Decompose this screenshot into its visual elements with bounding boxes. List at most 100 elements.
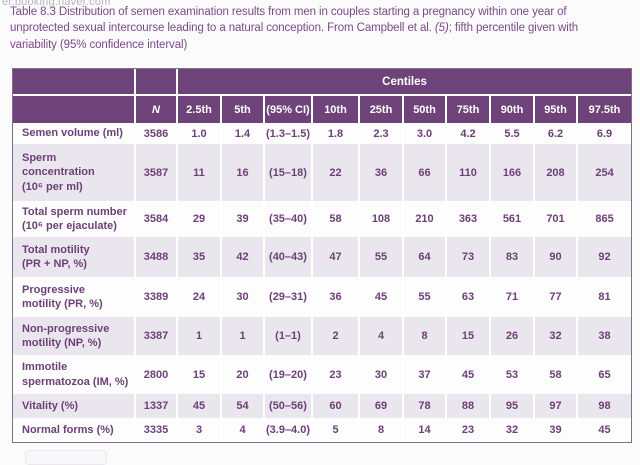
table-caption: Table 8.3 Distribution of semen examinat… xyxy=(10,4,624,53)
value-cell: 97 xyxy=(533,394,576,418)
value-cell: 36 xyxy=(358,144,402,201)
value-cell: 16 xyxy=(220,144,263,201)
column-header: 95th xyxy=(533,96,576,123)
n-cell: 3389 xyxy=(134,277,176,317)
column-header: 25th xyxy=(358,96,402,123)
value-cell: 3.0 xyxy=(402,123,445,144)
value-cell: 3 xyxy=(176,418,220,442)
row-label-cell: Total sperm number (10⁶ per ejaculate) xyxy=(13,201,134,237)
value-cell: 1 xyxy=(220,317,263,355)
value-cell: 14 xyxy=(402,418,445,442)
centiles-group-header: Centiles xyxy=(176,69,632,96)
value-cell: (35–40) xyxy=(263,201,311,237)
n-cell: 3584 xyxy=(134,201,176,237)
value-cell: (3.9–4.0) xyxy=(263,418,311,442)
value-cell: 11 xyxy=(176,144,220,201)
n-cell: 3587 xyxy=(134,144,176,201)
value-cell: 26 xyxy=(489,317,533,355)
value-cell: 38 xyxy=(576,317,632,355)
value-cell: 865 xyxy=(576,201,632,237)
n-cell: 3488 xyxy=(134,237,176,277)
value-cell: 58 xyxy=(533,355,576,394)
value-cell: 64 xyxy=(402,237,445,277)
value-cell: 6.9 xyxy=(576,123,632,144)
table-row: Total motility (PR + NP, %) 3488 35 42 (40–4… xyxy=(13,237,632,277)
value-cell: 47 xyxy=(311,237,358,277)
table-row: Progressive motility (PR, %) 3389 24 30 (29–… xyxy=(13,277,632,317)
value-cell: (1–1) xyxy=(263,317,311,355)
column-header: 97.5th xyxy=(576,96,632,123)
value-cell: 60 xyxy=(311,394,358,418)
value-cell: 88 xyxy=(445,394,489,418)
value-cell: 65 xyxy=(576,355,632,394)
value-cell: 42 xyxy=(220,237,263,277)
value-cell: 55 xyxy=(358,237,402,277)
value-cell: 32 xyxy=(489,418,533,442)
value-cell: 6.2 xyxy=(533,123,576,144)
n-cell: 1337 xyxy=(134,394,176,418)
column-header: 75th xyxy=(445,96,489,123)
value-cell: 208 xyxy=(533,144,576,201)
value-cell: 210 xyxy=(402,201,445,237)
browser-status-url: er.booking.naver.com xyxy=(2,0,111,8)
value-cell: 4 xyxy=(358,317,402,355)
value-cell: 30 xyxy=(358,355,402,394)
table-row: Semen volume (ml) 3586 1.0 1.4 (1.3–1.5) 1.8 2… xyxy=(13,123,632,144)
column-header: 5th xyxy=(220,96,263,123)
value-cell: 110 xyxy=(445,144,489,201)
value-cell: 4 xyxy=(220,418,263,442)
row-label-cell: Normal forms (%) xyxy=(13,418,134,442)
value-cell: 81 xyxy=(576,277,632,317)
value-cell: 71 xyxy=(489,277,533,317)
value-cell: 8 xyxy=(358,418,402,442)
value-cell: 63 xyxy=(445,277,489,317)
row-label-cell: Non-progressive motility (NP, %) xyxy=(13,317,134,355)
value-cell: (1.3–1.5) xyxy=(263,123,311,144)
value-cell: 2.3 xyxy=(358,123,402,144)
caption-text-tail: ; fifth percentile given with variabilit… xyxy=(10,22,579,51)
value-cell: 22 xyxy=(311,144,358,201)
value-cell: 561 xyxy=(489,201,533,237)
value-cell: 36 xyxy=(311,277,358,317)
column-header: 10th xyxy=(311,96,358,123)
column-header: 50th xyxy=(402,96,445,123)
value-cell: 2 xyxy=(311,317,358,355)
caption-text-lead: Table 8.3 Distribution of semen examinat… xyxy=(10,6,567,35)
value-cell: 32 xyxy=(533,317,576,355)
value-cell: 53 xyxy=(489,355,533,394)
value-cell: 166 xyxy=(489,144,533,201)
value-cell: (29–31) xyxy=(263,277,311,317)
value-cell: 45 xyxy=(176,394,220,418)
value-cell: 1.4 xyxy=(220,123,263,144)
value-cell: (40–43) xyxy=(263,237,311,277)
value-cell: 66 xyxy=(402,144,445,201)
value-cell: (19–20) xyxy=(263,355,311,394)
table-row: Total sperm number (10⁶ per ejaculate) 35… xyxy=(13,201,632,237)
n-cell: 3335 xyxy=(134,418,176,442)
row-label-cell: Vitality (%) xyxy=(13,394,134,418)
value-cell: 45 xyxy=(576,418,632,442)
value-cell: 69 xyxy=(358,394,402,418)
column-header xyxy=(13,96,134,123)
value-cell: 363 xyxy=(445,201,489,237)
value-cell: 58 xyxy=(311,201,358,237)
header-blank-n xyxy=(134,69,176,96)
value-cell: 39 xyxy=(220,201,263,237)
value-cell: 39 xyxy=(533,418,576,442)
table-row: Normal forms (%) 3335 3 4 (3.9–4.0) 5 8 14 23 32 3… xyxy=(13,418,632,442)
value-cell: 29 xyxy=(176,201,220,237)
value-cell: 4.2 xyxy=(445,123,489,144)
value-cell: 45 xyxy=(445,355,489,394)
value-cell: 1.0 xyxy=(176,123,220,144)
value-cell: 37 xyxy=(402,355,445,394)
caption-citation: (5) xyxy=(434,22,449,35)
value-cell: 77 xyxy=(533,277,576,317)
value-cell: (15–18) xyxy=(263,144,311,201)
table-row: Sperm concentration (10⁶ per ml) 3587 11 16… xyxy=(13,144,632,201)
column-header: 90th xyxy=(489,96,533,123)
table-row: Non-progressive motility (NP, %) 3387 1 1 (1… xyxy=(13,317,632,355)
value-cell: 20 xyxy=(220,355,263,394)
value-cell: 1.8 xyxy=(311,123,358,144)
value-cell: 35 xyxy=(176,237,220,277)
value-cell: 92 xyxy=(576,237,632,277)
